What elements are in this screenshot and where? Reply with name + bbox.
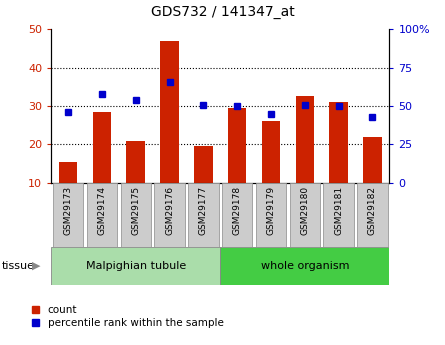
Text: whole organism: whole organism: [261, 261, 349, 270]
Text: Malpighian tubule: Malpighian tubule: [85, 261, 186, 270]
Bar: [160, 41, 179, 183]
Bar: [222, 183, 252, 247]
Bar: [220, 247, 389, 285]
Bar: [121, 183, 151, 247]
Text: tissue: tissue: [2, 261, 35, 270]
Bar: [295, 97, 314, 183]
Bar: [59, 162, 77, 183]
Bar: [357, 183, 388, 247]
Text: GSM29182: GSM29182: [368, 186, 377, 235]
Bar: [53, 183, 83, 247]
Bar: [194, 146, 213, 183]
Bar: [126, 141, 145, 183]
Bar: [188, 183, 218, 247]
Bar: [290, 183, 320, 247]
Bar: [324, 183, 354, 247]
Bar: [262, 121, 280, 183]
Text: GSM29175: GSM29175: [131, 186, 140, 235]
Text: GSM29177: GSM29177: [199, 186, 208, 235]
Bar: [228, 108, 247, 183]
Bar: [93, 112, 111, 183]
Text: GSM29174: GSM29174: [97, 186, 106, 235]
Bar: [329, 102, 348, 183]
Text: GSM29179: GSM29179: [267, 186, 275, 235]
Text: GSM29173: GSM29173: [64, 186, 73, 235]
Bar: [51, 247, 220, 285]
Text: ▶: ▶: [32, 261, 41, 270]
Text: GDS732 / 141347_at: GDS732 / 141347_at: [150, 5, 295, 19]
Bar: [363, 137, 382, 183]
Text: GSM29178: GSM29178: [233, 186, 242, 235]
Bar: [154, 183, 185, 247]
Bar: [256, 183, 286, 247]
Legend: count, percentile rank within the sample: count, percentile rank within the sample: [32, 305, 223, 328]
Text: GSM29176: GSM29176: [165, 186, 174, 235]
Text: GSM29181: GSM29181: [334, 186, 343, 235]
Bar: [87, 183, 117, 247]
Text: GSM29180: GSM29180: [300, 186, 309, 235]
